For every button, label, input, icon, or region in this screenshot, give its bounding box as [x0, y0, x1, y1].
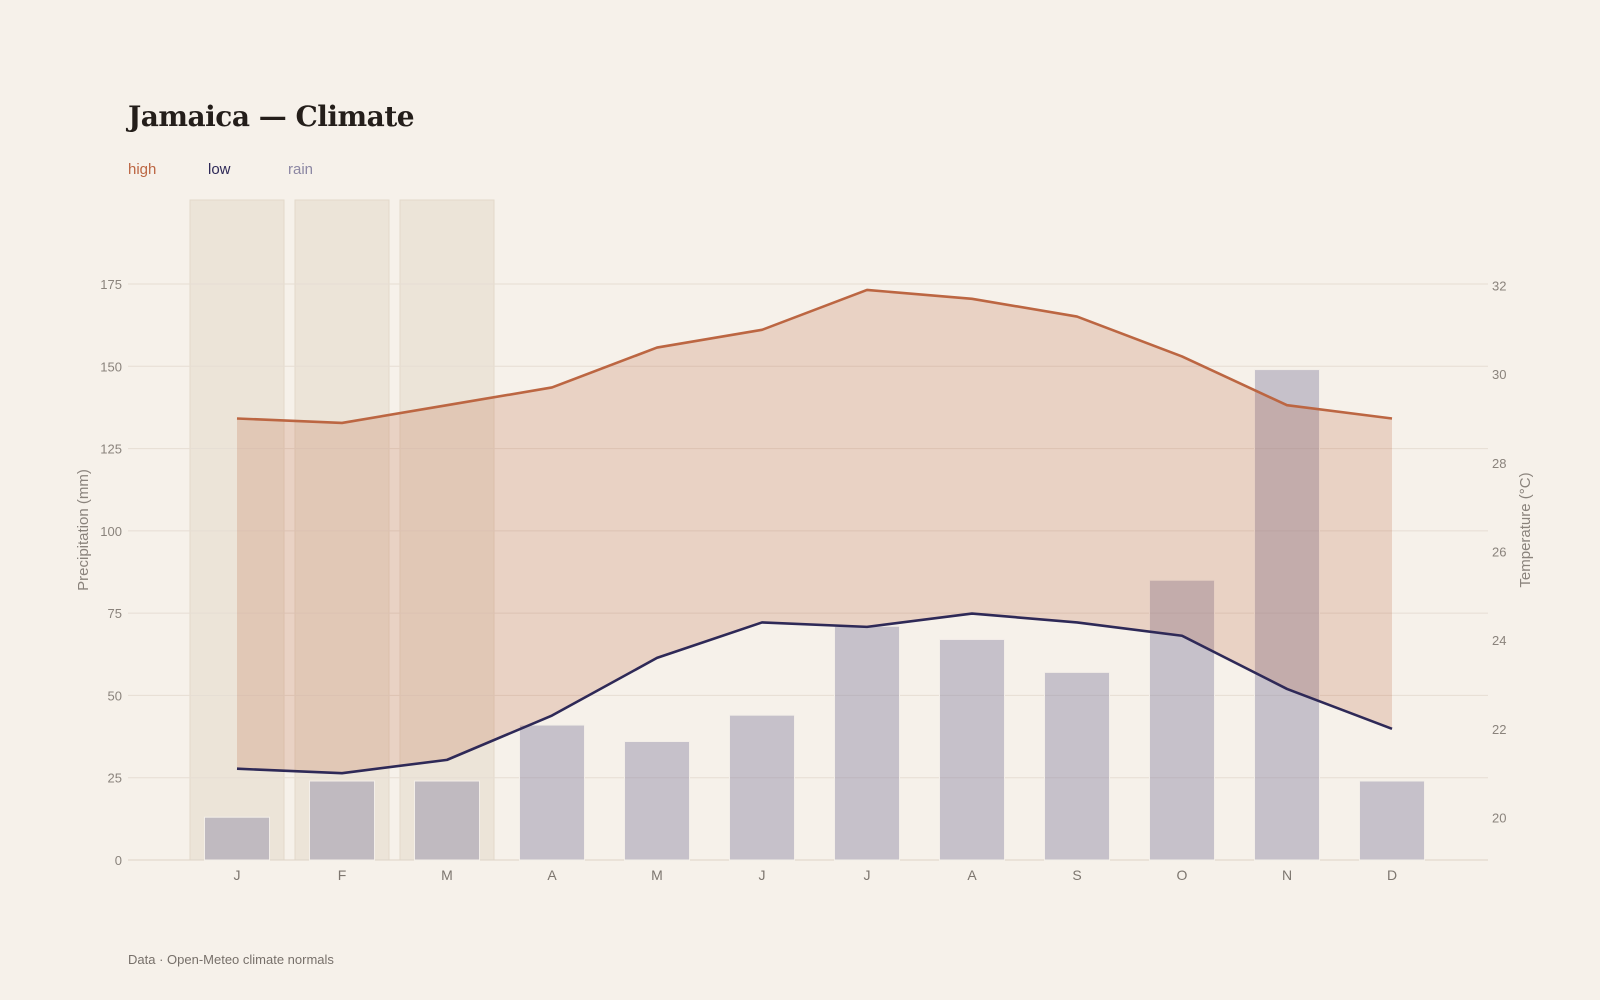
y-right-tick-label: 28 [1492, 456, 1506, 471]
rain-bar [519, 724, 585, 861]
x-tick-label: N [1282, 867, 1292, 883]
legend-item-rain: rain [288, 161, 314, 178]
highlight-band-1 [294, 199, 390, 861]
high-temperature-line [236, 288, 1393, 425]
y-left-tick-label: 50 [108, 688, 122, 703]
x-tick-label: M [441, 867, 453, 883]
rain-bar [624, 741, 690, 861]
legend-item-low: low [208, 161, 231, 178]
y-right-tick-label: 22 [1492, 722, 1506, 737]
y-left-tick-label: 0 [115, 853, 122, 868]
y-left-tick-label: 125 [100, 442, 122, 457]
x-tick-label: J [864, 867, 871, 883]
y-left-axis-title: Precipitation (mm) [75, 469, 92, 591]
y-right-tick-label: 26 [1492, 545, 1506, 560]
y-right-tick-label: 24 [1492, 633, 1506, 648]
rain-bar [834, 625, 900, 861]
y-left-tick-label: 25 [108, 771, 122, 786]
rain-bar [1254, 369, 1320, 861]
y-right-tick-label: 32 [1492, 279, 1506, 294]
x-tick-label: O [1177, 867, 1188, 883]
y-right-tick-label: 30 [1492, 367, 1506, 382]
rain-bar [729, 714, 795, 861]
temperature-range-area [237, 289, 1392, 774]
legend-item-high: high [128, 161, 157, 178]
highlight-band-0 [189, 199, 285, 861]
x-tick-label: S [1072, 867, 1081, 883]
rain-bar [204, 816, 270, 861]
rain-bar [939, 638, 1005, 861]
source-note: Data · Open-Meteo climate normals [128, 952, 334, 967]
x-tick-label: A [967, 867, 977, 883]
rain-bar [1359, 780, 1425, 861]
rain-bar [414, 780, 480, 861]
chart-title: Jamaica — Climate [128, 100, 415, 133]
x-tick-label: D [1387, 867, 1397, 883]
x-tick-label: M [651, 867, 663, 883]
rain-bar [1044, 671, 1110, 861]
rain-bar [309, 780, 375, 861]
x-tick-label: A [547, 867, 557, 883]
x-tick-label: F [338, 867, 347, 883]
y-left-tick-label: 75 [108, 606, 122, 621]
y-right-axis-title: Temperature (°C) [1517, 472, 1534, 587]
rain-bar [1149, 579, 1215, 861]
low-temperature-line [236, 612, 1393, 775]
x-tick-label: J [234, 867, 241, 883]
x-tick-label: J [759, 867, 766, 883]
y-left-tick-label: 100 [100, 524, 122, 539]
y-right-tick-label: 20 [1492, 811, 1506, 826]
y-left-tick-label: 150 [100, 359, 122, 374]
highlight-band-2 [399, 199, 495, 861]
y-left-tick-label: 175 [100, 277, 122, 292]
